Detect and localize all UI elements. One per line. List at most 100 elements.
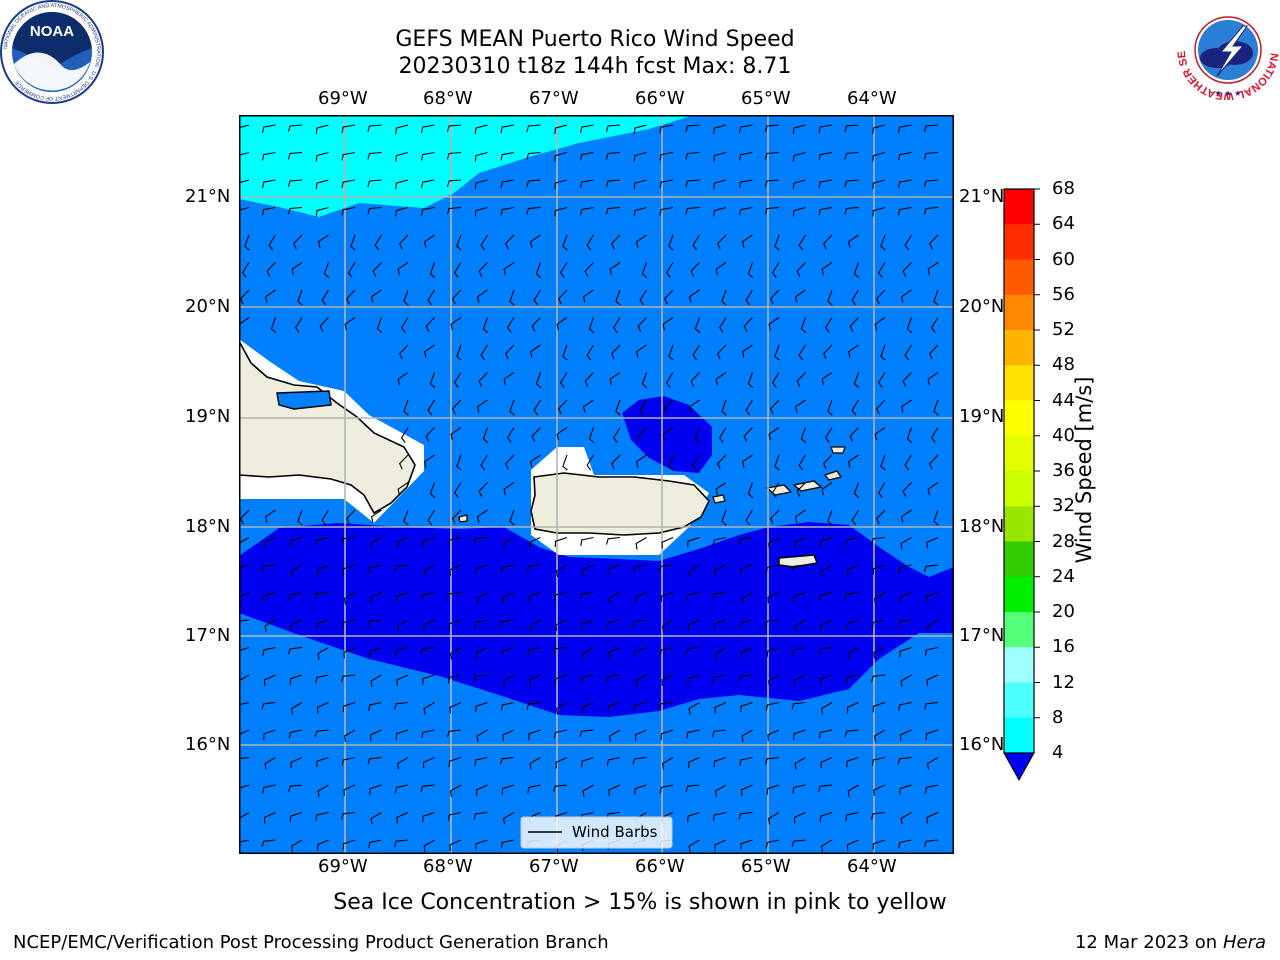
- wind-barb: [263, 729, 276, 740]
- wind-barb: [743, 317, 753, 332]
- map-title-line-2: 20230310 t18z 144h fcst Max: 8.71: [398, 54, 792, 79]
- wind-barb: [395, 151, 409, 162]
- colorbar-segment: [1004, 647, 1034, 683]
- wind-barb: [376, 317, 383, 334]
- wind-barb: [528, 674, 541, 686]
- wind-barb: [559, 372, 568, 388]
- wind-barb: [633, 701, 647, 711]
- wind-barb: [739, 619, 753, 629]
- colorbar-tick-label: 40: [1052, 424, 1075, 446]
- wind-barb: [341, 124, 356, 134]
- wind-barb: [634, 784, 647, 795]
- lat-label-right-20n: 20°N: [959, 296, 1005, 317]
- wind-barb: [239, 729, 250, 736]
- wind-barb: [766, 784, 780, 795]
- wind-barb: [503, 372, 515, 386]
- wind-barb: [581, 756, 594, 768]
- wind-barb: [446, 124, 462, 132]
- wind-barb: [615, 289, 621, 306]
- wind-barb: [403, 399, 409, 416]
- wind-barb: [924, 784, 939, 794]
- wind-barb: [287, 151, 303, 160]
- wind-barb: [343, 592, 356, 605]
- wind-barb: [741, 344, 753, 358]
- wind-barb: [662, 427, 674, 441]
- wind-barb: [713, 124, 727, 135]
- wind-barb: [423, 234, 435, 248]
- wind-barb: [715, 482, 727, 496]
- wind-barb: [796, 372, 806, 387]
- colorbar-tick-label: 64: [1052, 213, 1075, 235]
- wind-barb: [315, 811, 329, 821]
- colorbar-label: Wind Speed [m/s]: [1072, 376, 1096, 564]
- colorbar-frame: [1003, 188, 1035, 754]
- wind-barb: [287, 179, 303, 187]
- wind-barb: [370, 812, 382, 825]
- wind-barb: [659, 784, 674, 794]
- wind-barb: [745, 289, 753, 306]
- wind-barb: [819, 811, 833, 823]
- colorbar-tick-label: 8: [1052, 706, 1064, 728]
- wind-barb: [694, 427, 701, 444]
- wind-barb: [531, 427, 541, 442]
- wind-barb: [289, 536, 303, 548]
- wind-barb: [290, 619, 303, 631]
- wind-barb: [450, 427, 462, 441]
- wind-barb: [420, 151, 435, 161]
- wind-barb: [685, 206, 700, 215]
- wind-barb: [608, 646, 621, 659]
- footer-date: 12 Mar 2023 on Hera: [1075, 932, 1266, 953]
- wind-barb: [685, 646, 700, 655]
- wind-barb: [612, 317, 621, 333]
- wind-barb: [606, 619, 621, 629]
- wind-barb: [844, 179, 859, 187]
- wind-barb: [420, 206, 435, 216]
- wind-barb: [558, 289, 568, 305]
- wind-barb: [395, 179, 409, 190]
- wind-barb: [690, 262, 700, 277]
- colorbar-tick-label: 20: [1052, 601, 1075, 622]
- wind-barb: [478, 372, 488, 387]
- wind-barb: [713, 206, 727, 217]
- wind-barb: [270, 317, 277, 334]
- colorbar-segment: [1004, 259, 1034, 296]
- wind-barb: [531, 317, 541, 332]
- colorbar-segment: [1004, 400, 1034, 437]
- wind-barb: [791, 564, 806, 573]
- wind-barb: [847, 454, 859, 468]
- wind-barb: [264, 619, 276, 632]
- wind-barb: [263, 674, 276, 686]
- wind-barb: [741, 592, 753, 605]
- wind-barb: [456, 454, 462, 471]
- wind-barb: [449, 647, 462, 660]
- wind-barb: [688, 289, 700, 303]
- wind-barb: [821, 372, 833, 386]
- wind-barb: [764, 124, 780, 132]
- svg-text:★ ★ ★: ★ ★ ★: [1215, 89, 1242, 98]
- wind-barb: [791, 701, 806, 710]
- wind-barb: [394, 784, 409, 794]
- wind-barb: [823, 454, 833, 470]
- wind-barb: [792, 206, 806, 217]
- wind-barb: [685, 179, 700, 187]
- wind-barb: [316, 564, 329, 576]
- wind-barb: [668, 454, 674, 471]
- wind-barb: [555, 619, 568, 631]
- wind-barb: [877, 482, 886, 498]
- wind-barb: [449, 839, 462, 851]
- wind-barb: [721, 399, 727, 416]
- colorbar-segment: [1004, 682, 1034, 719]
- wind-barb: [686, 591, 700, 601]
- wind-barb: [851, 399, 859, 416]
- lat-label-right-18n: 18°N: [959, 516, 1005, 537]
- wind-barb: [687, 536, 700, 548]
- wind-barb: [535, 262, 542, 279]
- wind-barb: [370, 674, 382, 687]
- wind-barb: [924, 646, 939, 656]
- wind-barb: [315, 179, 329, 190]
- wind-barb: [659, 646, 674, 656]
- wind-barb: [562, 344, 568, 361]
- wind-barb: [819, 674, 833, 685]
- wind-barb: [289, 674, 303, 685]
- lat-label-left-21n: 21°N: [185, 186, 231, 207]
